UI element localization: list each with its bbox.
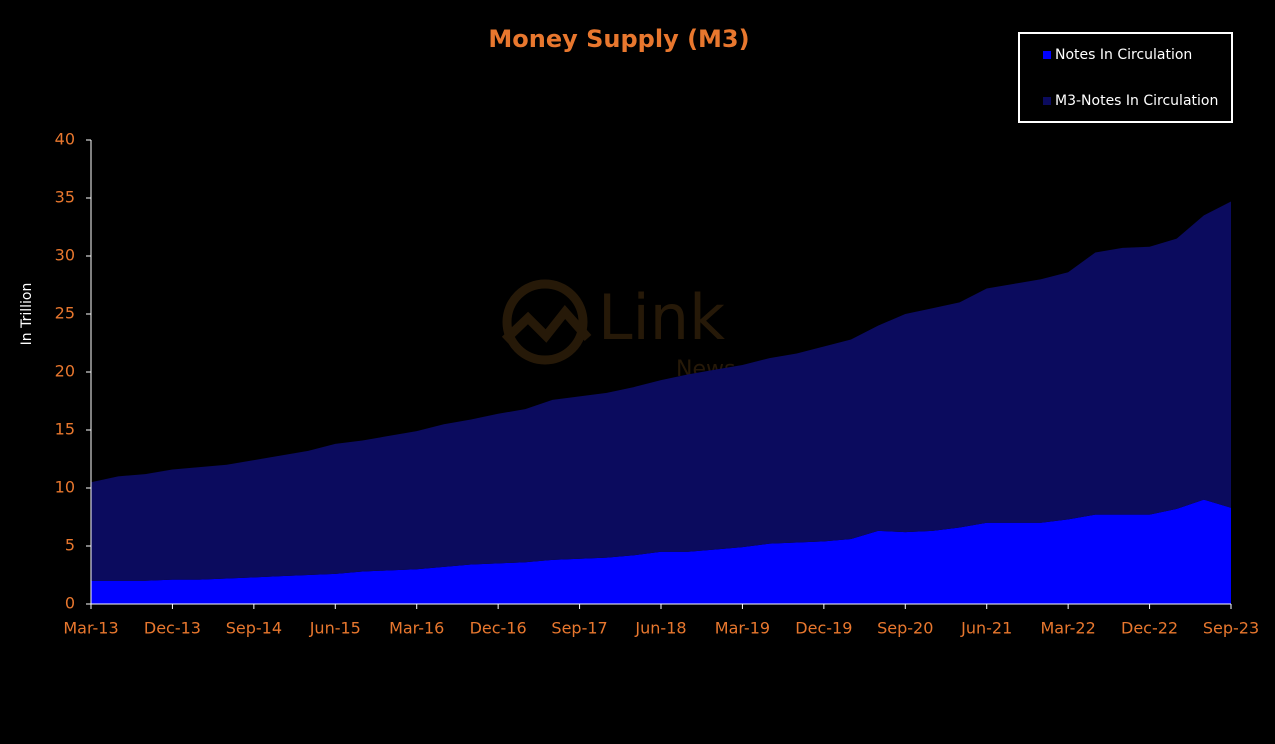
x-tick-label: Jun-21 bbox=[960, 619, 1012, 638]
y-tick-label: 30 bbox=[55, 246, 75, 265]
x-tick-label: Dec-22 bbox=[1121, 619, 1178, 638]
legend-swatch bbox=[1043, 51, 1051, 59]
x-tick-label: Mar-22 bbox=[1040, 619, 1095, 638]
x-tick-label: Mar-16 bbox=[389, 619, 444, 638]
legend-box bbox=[1018, 32, 1233, 123]
watermark-logo bbox=[502, 279, 588, 365]
area bbox=[91, 201, 1231, 581]
y-tick-label: 5 bbox=[65, 536, 75, 555]
x-tick-label: Sep-23 bbox=[1203, 619, 1259, 638]
y-tick-label: 35 bbox=[55, 188, 75, 207]
y-axis-label: In Trillion bbox=[19, 283, 35, 346]
x-tick-label: Dec-19 bbox=[795, 619, 852, 638]
x-tick-label: Jun-18 bbox=[634, 619, 686, 638]
legend-label: M3-Notes In Circulation bbox=[1055, 93, 1218, 109]
x-tick-label: Jun-15 bbox=[309, 619, 361, 638]
y-tick-label: 20 bbox=[55, 362, 75, 381]
x-tick-label: Sep-14 bbox=[226, 619, 282, 638]
y-tick-label: 0 bbox=[65, 594, 75, 613]
x-tick-label: Sep-17 bbox=[551, 619, 607, 638]
y-tick-label: 40 bbox=[55, 130, 75, 149]
watermark-text: Link bbox=[598, 281, 725, 354]
y-tick-label: 15 bbox=[55, 420, 75, 439]
y-tick-label: 10 bbox=[55, 478, 75, 497]
legend-swatch bbox=[1043, 97, 1051, 105]
x-tick-label: Mar-13 bbox=[63, 619, 118, 638]
chart-title: Money Supply (M3) bbox=[488, 25, 749, 53]
watermark-logo bbox=[501, 304, 592, 344]
x-tick-label: Mar-19 bbox=[715, 619, 770, 638]
legend-label: Notes In Circulation bbox=[1055, 47, 1192, 63]
legend: Notes In Circulation M3-Notes In Circulat… bbox=[1018, 32, 1233, 123]
y-tick-label: 25 bbox=[55, 304, 75, 323]
x-tick-label: Dec-13 bbox=[144, 619, 201, 638]
x-tick-label: Dec-16 bbox=[470, 619, 527, 638]
x-tick-label: Sep-20 bbox=[877, 619, 933, 638]
